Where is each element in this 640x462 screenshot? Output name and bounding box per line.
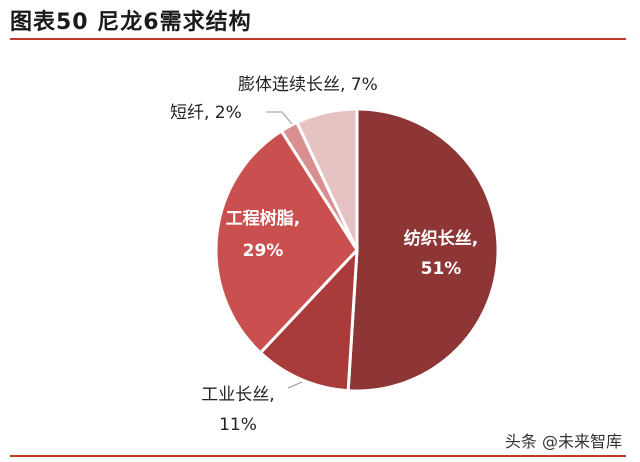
pie-slices [214, 107, 500, 393]
leader-line-2 [287, 381, 303, 389]
leader-lines [266, 111, 303, 389]
pie-slice-5 [294, 107, 359, 251]
slice-label-value-3: 29% [243, 241, 284, 261]
slice-label-5: 膨体连续长丝, 7% [238, 75, 378, 95]
slice-labels: 纺织长丝, 51% 工业长丝, 11% 工程树脂, 29% 短纤, 2% 膨体连续长丝, 7% [170, 75, 478, 435]
watermark: 头条 @未来智库 [504, 432, 622, 451]
pie-slice-3 [214, 128, 359, 355]
slice-label-value-2: 11% [219, 415, 257, 435]
slice-label-name-3: 工程树脂, [226, 209, 300, 229]
leader-line-4 [266, 111, 293, 125]
bottom-divider [10, 455, 626, 457]
title-divider [10, 38, 626, 40]
pie-slice-2 [258, 245, 359, 393]
slice-label-value-1: 51% [421, 259, 462, 279]
chart-title: 图表50 尼龙6需求结构 [10, 10, 252, 35]
slice-label-name-2: 工业长丝, [201, 385, 274, 405]
pie-slice-1 [346, 107, 500, 393]
slice-label-name-1: 纺织长丝, [404, 228, 478, 249]
slice-label-4: 短纤, 2% [170, 103, 242, 123]
